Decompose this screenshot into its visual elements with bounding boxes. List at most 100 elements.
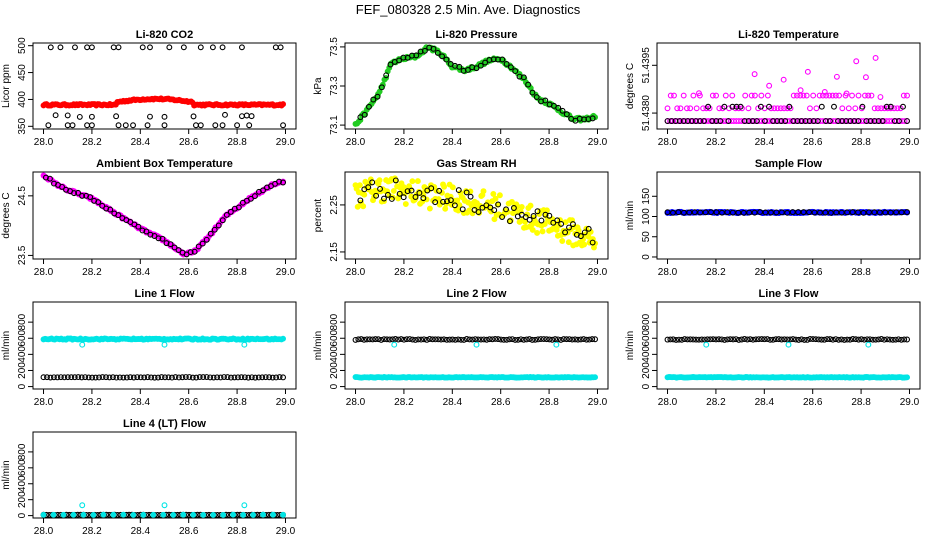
data-point [473, 65, 480, 72]
data-point [784, 336, 791, 343]
data-point [412, 336, 419, 343]
series-2 [79, 502, 248, 509]
data-point [862, 92, 868, 99]
data-point [495, 336, 502, 343]
x-tick-label: 29.0 [900, 137, 920, 148]
data-point [197, 122, 204, 129]
data-point [84, 122, 91, 129]
data-point [794, 118, 801, 124]
data-point [361, 336, 368, 343]
data-point [773, 209, 780, 216]
data-point [483, 336, 490, 343]
data-point [581, 229, 588, 236]
data-point [120, 511, 127, 518]
y-tick-label: 200 [17, 362, 28, 379]
x-tick-label: 28.2 [82, 526, 102, 537]
data-point [421, 336, 427, 343]
data-point [76, 113, 83, 120]
data-point [695, 336, 702, 343]
data-point [542, 97, 549, 104]
series-1 [352, 374, 599, 381]
data-point [553, 227, 560, 233]
data-point [827, 209, 834, 216]
data-point [844, 209, 851, 216]
data-point [852, 105, 859, 112]
data-point [871, 118, 878, 124]
x-tick-label: 28.2 [82, 397, 102, 408]
y-axis-label: ml/min [1, 460, 12, 489]
data-point [855, 336, 862, 343]
chart-line-3-flow: Line 3 Flow 28.0 28.2 28.4 28.6 28.8 29.0 0 2004… [625, 288, 921, 408]
data-point [366, 103, 372, 110]
data-point [473, 341, 480, 348]
chart-title: Li-820 CO2 [136, 29, 193, 41]
y-tick-label: 51.4395 [641, 47, 652, 84]
data-point [675, 336, 682, 343]
data-point [475, 209, 482, 215]
data-point [704, 336, 711, 343]
data-point [534, 208, 541, 215]
data-point [755, 336, 762, 343]
data-point [777, 105, 784, 112]
data-point [810, 118, 817, 124]
data-point [231, 374, 238, 381]
data-point [806, 105, 813, 112]
data-point [106, 374, 113, 381]
data-point [515, 336, 522, 343]
data-point [130, 122, 136, 129]
x-tick-label: 28.0 [658, 137, 678, 148]
series-1 [664, 92, 911, 112]
data-point [727, 336, 734, 343]
data-point [891, 118, 898, 124]
data-point [878, 336, 885, 342]
x-tick-label: 28.4 [131, 526, 151, 537]
data-point [542, 211, 549, 218]
data-point [369, 336, 376, 343]
chart-title: Sample Flow [755, 158, 823, 170]
data-point [698, 336, 705, 343]
data-point [440, 336, 447, 343]
data-point [460, 336, 467, 343]
data-point [737, 103, 744, 110]
data-point [221, 374, 227, 380]
data-point [692, 118, 699, 124]
data-point [210, 374, 217, 381]
data-point [186, 374, 193, 380]
data-point [744, 336, 751, 343]
data-point [518, 203, 525, 210]
data-point [447, 197, 454, 204]
data-point [503, 60, 510, 67]
data-point [826, 92, 833, 99]
data-point [764, 336, 771, 343]
data-point [844, 336, 851, 343]
data-point [245, 374, 252, 381]
data-point [240, 512, 247, 518]
data-point [525, 81, 532, 88]
data-point [276, 374, 283, 380]
data-point [751, 71, 758, 78]
data-point [735, 336, 742, 343]
data-point [69, 122, 76, 129]
x-tick-label: 29.0 [900, 267, 920, 278]
data-point [280, 335, 287, 342]
y-tick-label: 800 [17, 313, 28, 330]
data-point [395, 336, 402, 343]
data-point [855, 209, 862, 216]
data-point [747, 336, 754, 343]
x-tick-label: 28.0 [346, 267, 366, 278]
data-point [110, 44, 117, 51]
data-point [757, 103, 764, 110]
data-point [664, 209, 671, 216]
data-point [370, 96, 377, 103]
data-point [510, 205, 517, 211]
data-point [738, 336, 745, 343]
y-tick-label: 51.4380 [641, 95, 652, 132]
data-point [719, 209, 725, 216]
data-point [904, 209, 911, 216]
data-point [849, 336, 856, 342]
data-point [882, 209, 889, 216]
plot-frame [656, 42, 921, 130]
data-point [691, 209, 698, 216]
data-point [895, 336, 902, 343]
